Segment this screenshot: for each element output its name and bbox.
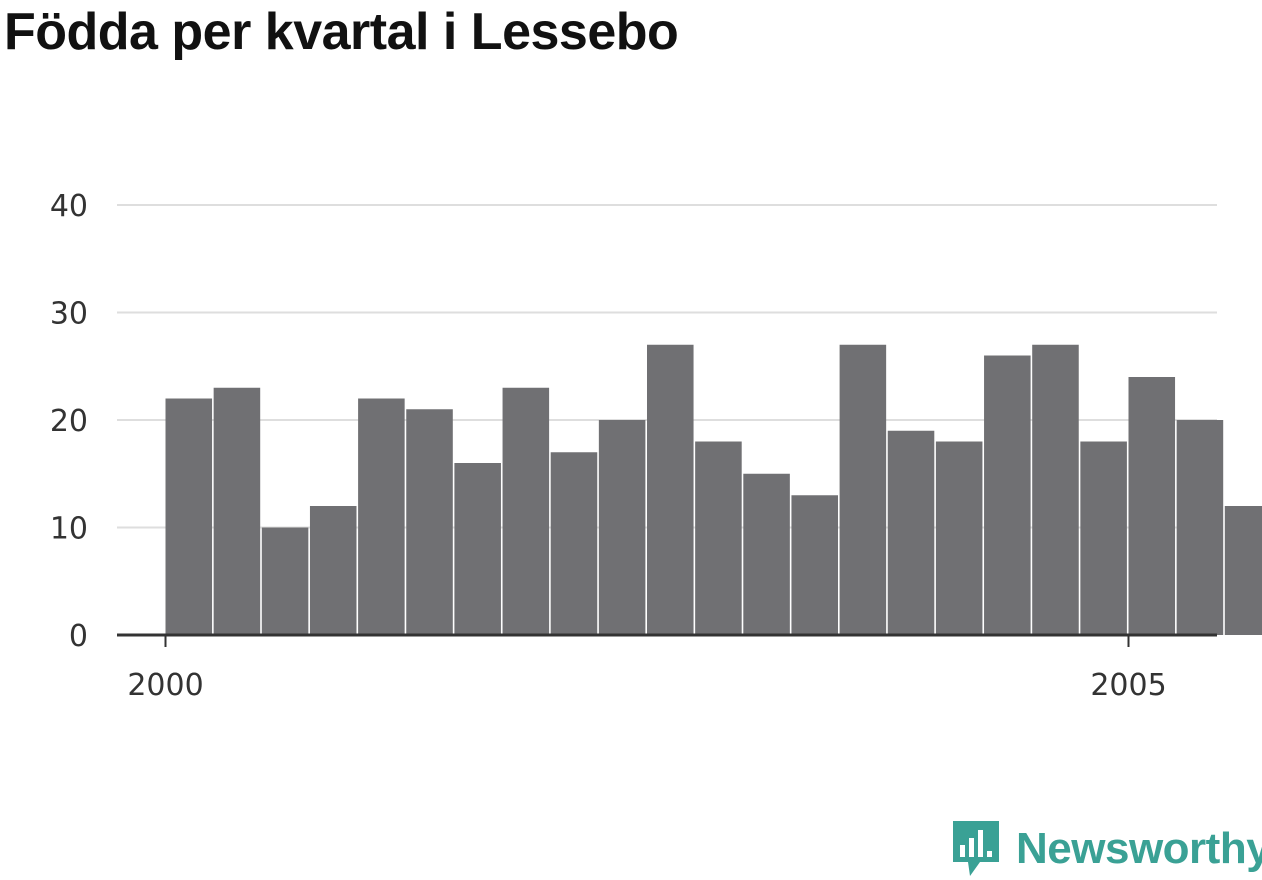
bar xyxy=(1080,442,1127,636)
y-tick-label: 0 xyxy=(69,619,88,654)
bar xyxy=(1225,506,1262,635)
bar xyxy=(695,442,742,636)
bar xyxy=(936,442,983,636)
bar xyxy=(599,420,646,635)
brand-logo: Newsworthy xyxy=(950,818,1262,880)
bar xyxy=(791,495,838,635)
bar xyxy=(551,452,598,635)
y-tick-label: 10 xyxy=(50,512,88,547)
bar xyxy=(1032,345,1079,635)
newsworthy-logo-icon xyxy=(950,818,1002,880)
x-tick-label: 2000 xyxy=(127,668,203,703)
bar xyxy=(1129,377,1176,635)
bar xyxy=(310,506,357,635)
bar xyxy=(166,399,213,636)
bar xyxy=(888,431,935,635)
bar xyxy=(840,345,887,635)
y-axis-labels: 0 10 20 30 40 xyxy=(50,189,88,654)
y-tick-label: 20 xyxy=(50,404,88,439)
x-tick-label: 2005 xyxy=(1090,668,1166,703)
bar xyxy=(743,474,790,635)
bar xyxy=(454,463,501,635)
bar xyxy=(503,388,550,635)
bar xyxy=(262,528,309,636)
brand-name: Newsworthy xyxy=(1016,824,1262,874)
bar xyxy=(214,388,261,635)
y-tick-label: 40 xyxy=(50,189,88,224)
bar xyxy=(406,409,453,635)
bar xyxy=(358,399,405,636)
x-axis-ticks: 200020052010201520202025 xyxy=(127,635,1262,703)
bar xyxy=(647,345,694,635)
bar xyxy=(984,356,1031,636)
y-tick-label: 30 xyxy=(50,297,88,332)
bar xyxy=(1177,420,1224,635)
